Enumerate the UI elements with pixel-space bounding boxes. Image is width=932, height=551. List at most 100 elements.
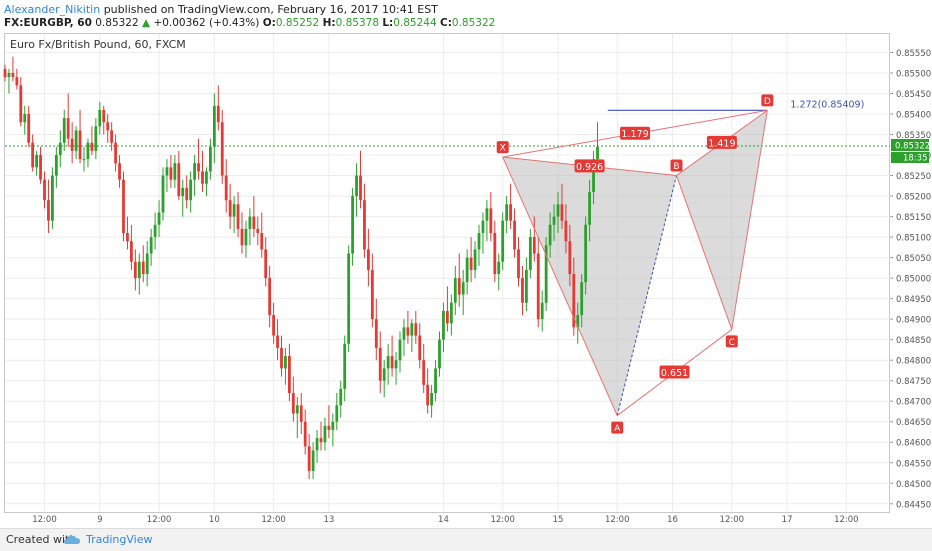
- candle-body: [430, 393, 433, 406]
- candle-body: [363, 200, 366, 250]
- y-tick-label: 0.84850: [896, 336, 931, 346]
- candle-body: [193, 163, 196, 180]
- close-value: 0.85322: [451, 17, 496, 29]
- x-tick-label: 12:00: [834, 515, 859, 525]
- candle-body: [327, 425, 331, 430]
- candle-body: [276, 335, 279, 348]
- candle-body: [378, 347, 382, 381]
- candle-body: [118, 163, 121, 180]
- tradingview-brand-link[interactable]: TradingView: [86, 533, 153, 546]
- point-badge: [611, 421, 624, 434]
- point-badge: [761, 94, 774, 107]
- candle-body: [256, 228, 260, 233]
- candle-body: [58, 142, 62, 156]
- candle-body: [248, 216, 252, 229]
- candle-body: [453, 278, 457, 303]
- author-link[interactable]: Alexander_Nikitin: [4, 3, 101, 16]
- candle-body: [521, 278, 524, 303]
- chart-frame: [4, 33, 890, 513]
- candle-body: [343, 343, 347, 389]
- candle-body: [489, 208, 493, 233]
- ratio-badge: [659, 365, 690, 379]
- candle-body: [201, 171, 204, 184]
- created-with-text: Created with: [6, 533, 77, 546]
- x-tick-label: 12:00: [32, 515, 57, 525]
- point-label: A: [614, 424, 621, 434]
- x-tick-label: 10: [209, 515, 220, 525]
- candle-body: [165, 167, 169, 176]
- candle-body: [133, 261, 137, 279]
- candle-body: [536, 253, 540, 320]
- candle-body: [224, 175, 228, 201]
- candle-body: [280, 347, 283, 369]
- candle-body: [102, 109, 106, 123]
- candle-body: [374, 319, 378, 348]
- price-axis-badge: [891, 139, 929, 152]
- candle-body: [51, 175, 54, 221]
- ratio-badge: [620, 126, 651, 140]
- candle-body: [252, 216, 256, 229]
- candle-body: [177, 163, 181, 197]
- candle-body: [592, 159, 595, 192]
- candle-body: [560, 204, 564, 221]
- point-badge: [670, 159, 683, 172]
- candle-body: [240, 228, 244, 246]
- candle-body: [426, 384, 430, 406]
- candle-body: [406, 327, 410, 336]
- bcd-triangle: [676, 110, 768, 330]
- candle-body: [130, 241, 133, 262]
- candle-body: [62, 118, 66, 143]
- candle-body: [114, 142, 117, 164]
- open-value: 0.85252: [275, 17, 320, 29]
- candle-body: [291, 393, 295, 414]
- candle-body: [588, 191, 591, 225]
- candle-body: [528, 237, 532, 270]
- candle-body: [493, 232, 497, 275]
- symbol-label: FX:EURGBP, 60: [4, 17, 92, 29]
- candle-body: [394, 360, 398, 369]
- candle-body: [126, 232, 129, 242]
- ohlc-line: FX:EURGBP, 60 0.85322 ▲ +0.00362 (+0.43%…: [4, 17, 495, 29]
- candle-body: [232, 204, 236, 217]
- candle-body: [584, 224, 588, 283]
- candle-body: [27, 114, 31, 143]
- candle-body: [31, 142, 35, 168]
- candle-body: [189, 179, 193, 201]
- candle-body: [15, 77, 19, 86]
- point-label: C: [729, 338, 735, 348]
- candle-body: [205, 171, 208, 184]
- x-tick-label: 12:00: [490, 515, 515, 525]
- candle-body: [323, 425, 327, 443]
- candle-body: [284, 356, 287, 369]
- x-tick-label: 17: [782, 515, 793, 525]
- candle-body: [90, 142, 94, 151]
- y-tick-label: 0.84700: [896, 398, 931, 408]
- candle-body: [572, 274, 576, 328]
- candle-body: [212, 105, 216, 147]
- publish-line: Alexander_Nikitin published on TradingVi…: [4, 3, 438, 16]
- candle-body: [540, 302, 544, 320]
- candle-body: [299, 405, 303, 422]
- candle-body: [86, 142, 90, 160]
- candle-body: [264, 249, 268, 279]
- candle-body: [339, 388, 343, 406]
- y-tick-label: 0.85350: [896, 131, 931, 141]
- candle-body: [367, 249, 370, 270]
- candle-body: [442, 310, 445, 340]
- open-label: O:: [262, 17, 276, 29]
- candle-body: [74, 130, 78, 151]
- y-tick-label: 0.84800: [896, 357, 931, 367]
- tradingview-cloud-icon: [64, 535, 80, 544]
- candle-body: [197, 163, 200, 172]
- candle-body: [351, 196, 354, 254]
- candle-body: [54, 155, 58, 176]
- candle-body: [457, 278, 461, 295]
- y-tick-label: 0.85200: [896, 193, 931, 203]
- candle-body: [19, 85, 23, 123]
- candle-body: [576, 315, 580, 328]
- candle-body: [7, 72, 11, 78]
- last-price: 0.85322: [95, 17, 139, 29]
- candle-body: [497, 261, 501, 275]
- candle-body: [568, 241, 572, 275]
